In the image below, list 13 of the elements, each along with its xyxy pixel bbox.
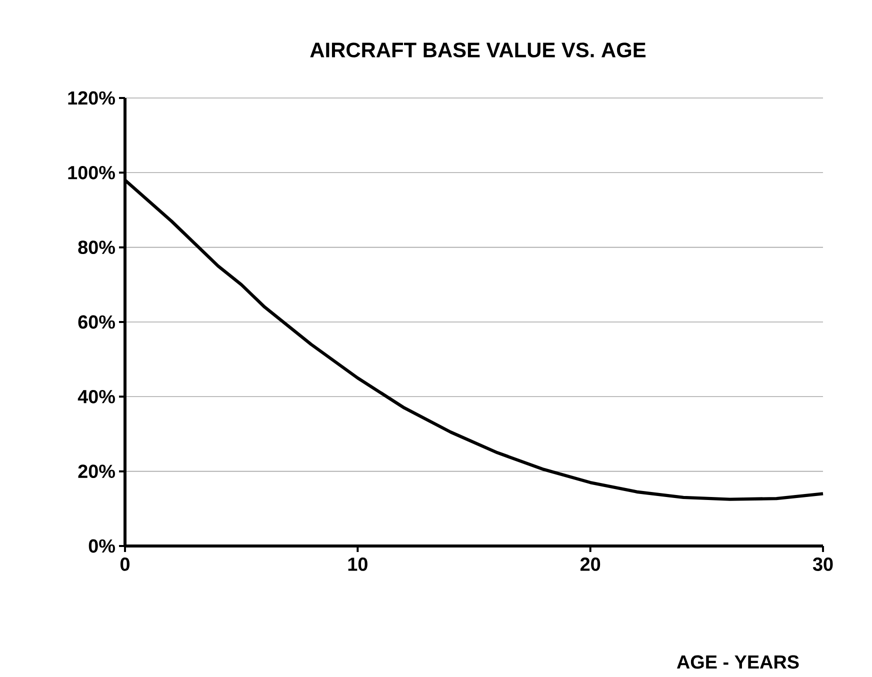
y-tick-label: 40%	[78, 390, 115, 404]
x-tick-label: 20	[580, 558, 600, 571]
x-tick-label: 10	[348, 558, 368, 571]
y-tick-label: 100%	[68, 166, 115, 180]
y-tick-label: 80%	[78, 240, 115, 254]
x-axis-title: AGE - YEARS	[676, 655, 799, 669]
y-tick-label: 120%	[68, 91, 115, 105]
y-tick-label: 20%	[78, 464, 115, 478]
x-tick-label: 30	[812, 558, 833, 571]
y-tick-label: 0%	[88, 539, 115, 553]
chart-title: AIRCRAFT BASE VALUE VS. AGE	[310, 42, 646, 58]
y-tick-label: 60%	[78, 315, 115, 329]
x-tick-label: 0	[120, 558, 130, 571]
